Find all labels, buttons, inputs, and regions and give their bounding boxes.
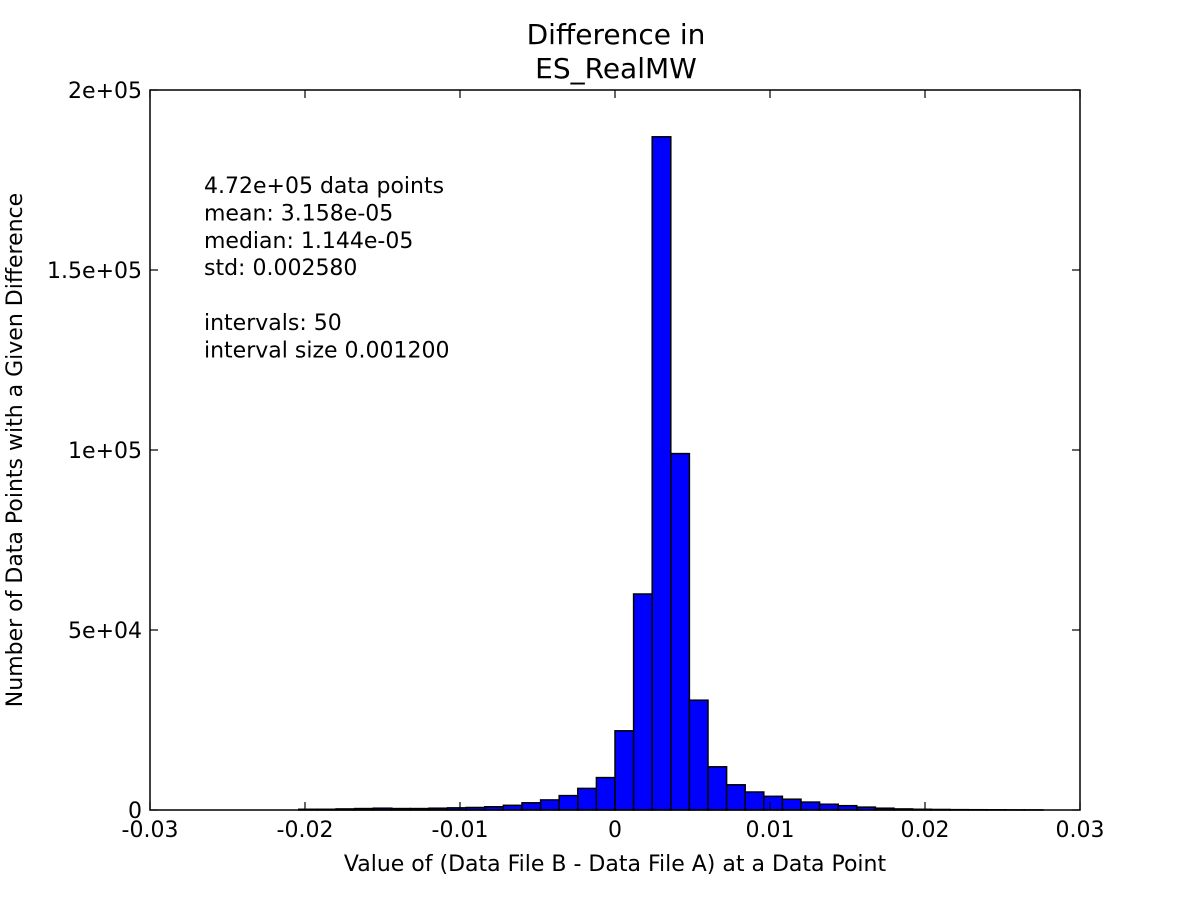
x-tick-label: 0 (608, 818, 622, 843)
y-tick-label: 1e+05 (68, 439, 142, 464)
histogram-bar (818, 803, 839, 811)
y-tick-label: 5e+04 (68, 619, 142, 644)
histogram-bar (558, 794, 579, 811)
y-axis-label: Number of Data Points with a Given Diffe… (3, 193, 28, 707)
histogram-bar (670, 452, 691, 811)
histogram-bar (800, 801, 821, 811)
ticks-group: -0.03 -0.02 -0.01 0 0.01 0.02 0.03 0 5e+04 1e+05 1… (47, 79, 1104, 843)
stats-annotation-line: interval size 0.001200 (204, 338, 450, 363)
histogram-bar (707, 766, 728, 811)
histogram-bar (688, 699, 709, 811)
chart-title-line-2: ES_RealMW (535, 52, 697, 85)
chart-title-line-1: Difference in (527, 18, 706, 51)
histogram-bar (539, 799, 560, 811)
y-tick-label: 0 (128, 799, 142, 824)
stats-annotation-line: std: 0.002580 (204, 256, 357, 281)
stats-annotation-line: mean: 3.158e-05 (204, 201, 393, 226)
x-tick-label: 0.02 (901, 818, 950, 843)
x-axis-label: Value of (Data File B - Data File A) at … (344, 852, 887, 877)
x-tick-label: -0.01 (432, 818, 489, 843)
histogram-bar (744, 791, 765, 811)
histogram-bar (614, 730, 635, 811)
bars-group (298, 136, 1044, 811)
stats-annotation-line: intervals: 50 (204, 311, 342, 336)
histogram-bar (595, 776, 616, 811)
y-tick-label: 1.5e+05 (47, 259, 142, 284)
y-tick-label: 2e+05 (68, 79, 142, 104)
histogram-bar (632, 593, 653, 811)
stats-annotation-line: median: 1.144e-05 (204, 229, 413, 254)
histogram-bar (521, 802, 542, 811)
histogram-bar (577, 787, 598, 811)
x-tick-label: -0.03 (122, 818, 179, 843)
x-tick-label: -0.02 (277, 818, 334, 843)
stats-annotation-line: 4.72e+05 data points (204, 174, 444, 199)
histogram-bar (763, 795, 784, 811)
x-tick-label: 0.01 (746, 818, 795, 843)
histogram-bar (725, 784, 746, 811)
x-tick-label: 0.03 (1056, 818, 1105, 843)
histogram-bar (781, 798, 802, 811)
histogram-bar (651, 136, 672, 811)
